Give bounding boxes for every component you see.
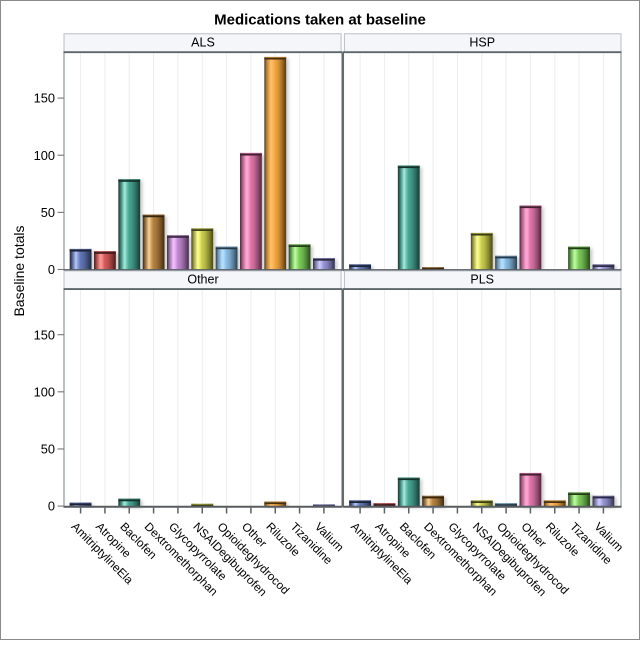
svg-text:0: 0 xyxy=(48,499,55,514)
svg-text:Baseline totals: Baseline totals xyxy=(11,225,27,316)
svg-text:HSP: HSP xyxy=(469,36,495,50)
svg-text:50: 50 xyxy=(41,442,55,457)
svg-text:0: 0 xyxy=(48,262,55,277)
svg-text:150: 150 xyxy=(34,91,55,106)
svg-text:100: 100 xyxy=(34,148,55,163)
svg-text:100: 100 xyxy=(34,384,55,399)
svg-text:ALS: ALS xyxy=(191,36,215,50)
svg-text:Medications taken at baseline: Medications taken at baseline xyxy=(214,12,426,29)
svg-text:PLS: PLS xyxy=(470,273,494,287)
svg-text:50: 50 xyxy=(41,205,55,220)
svg-text:150: 150 xyxy=(34,327,55,342)
svg-text:Other: Other xyxy=(187,273,218,287)
